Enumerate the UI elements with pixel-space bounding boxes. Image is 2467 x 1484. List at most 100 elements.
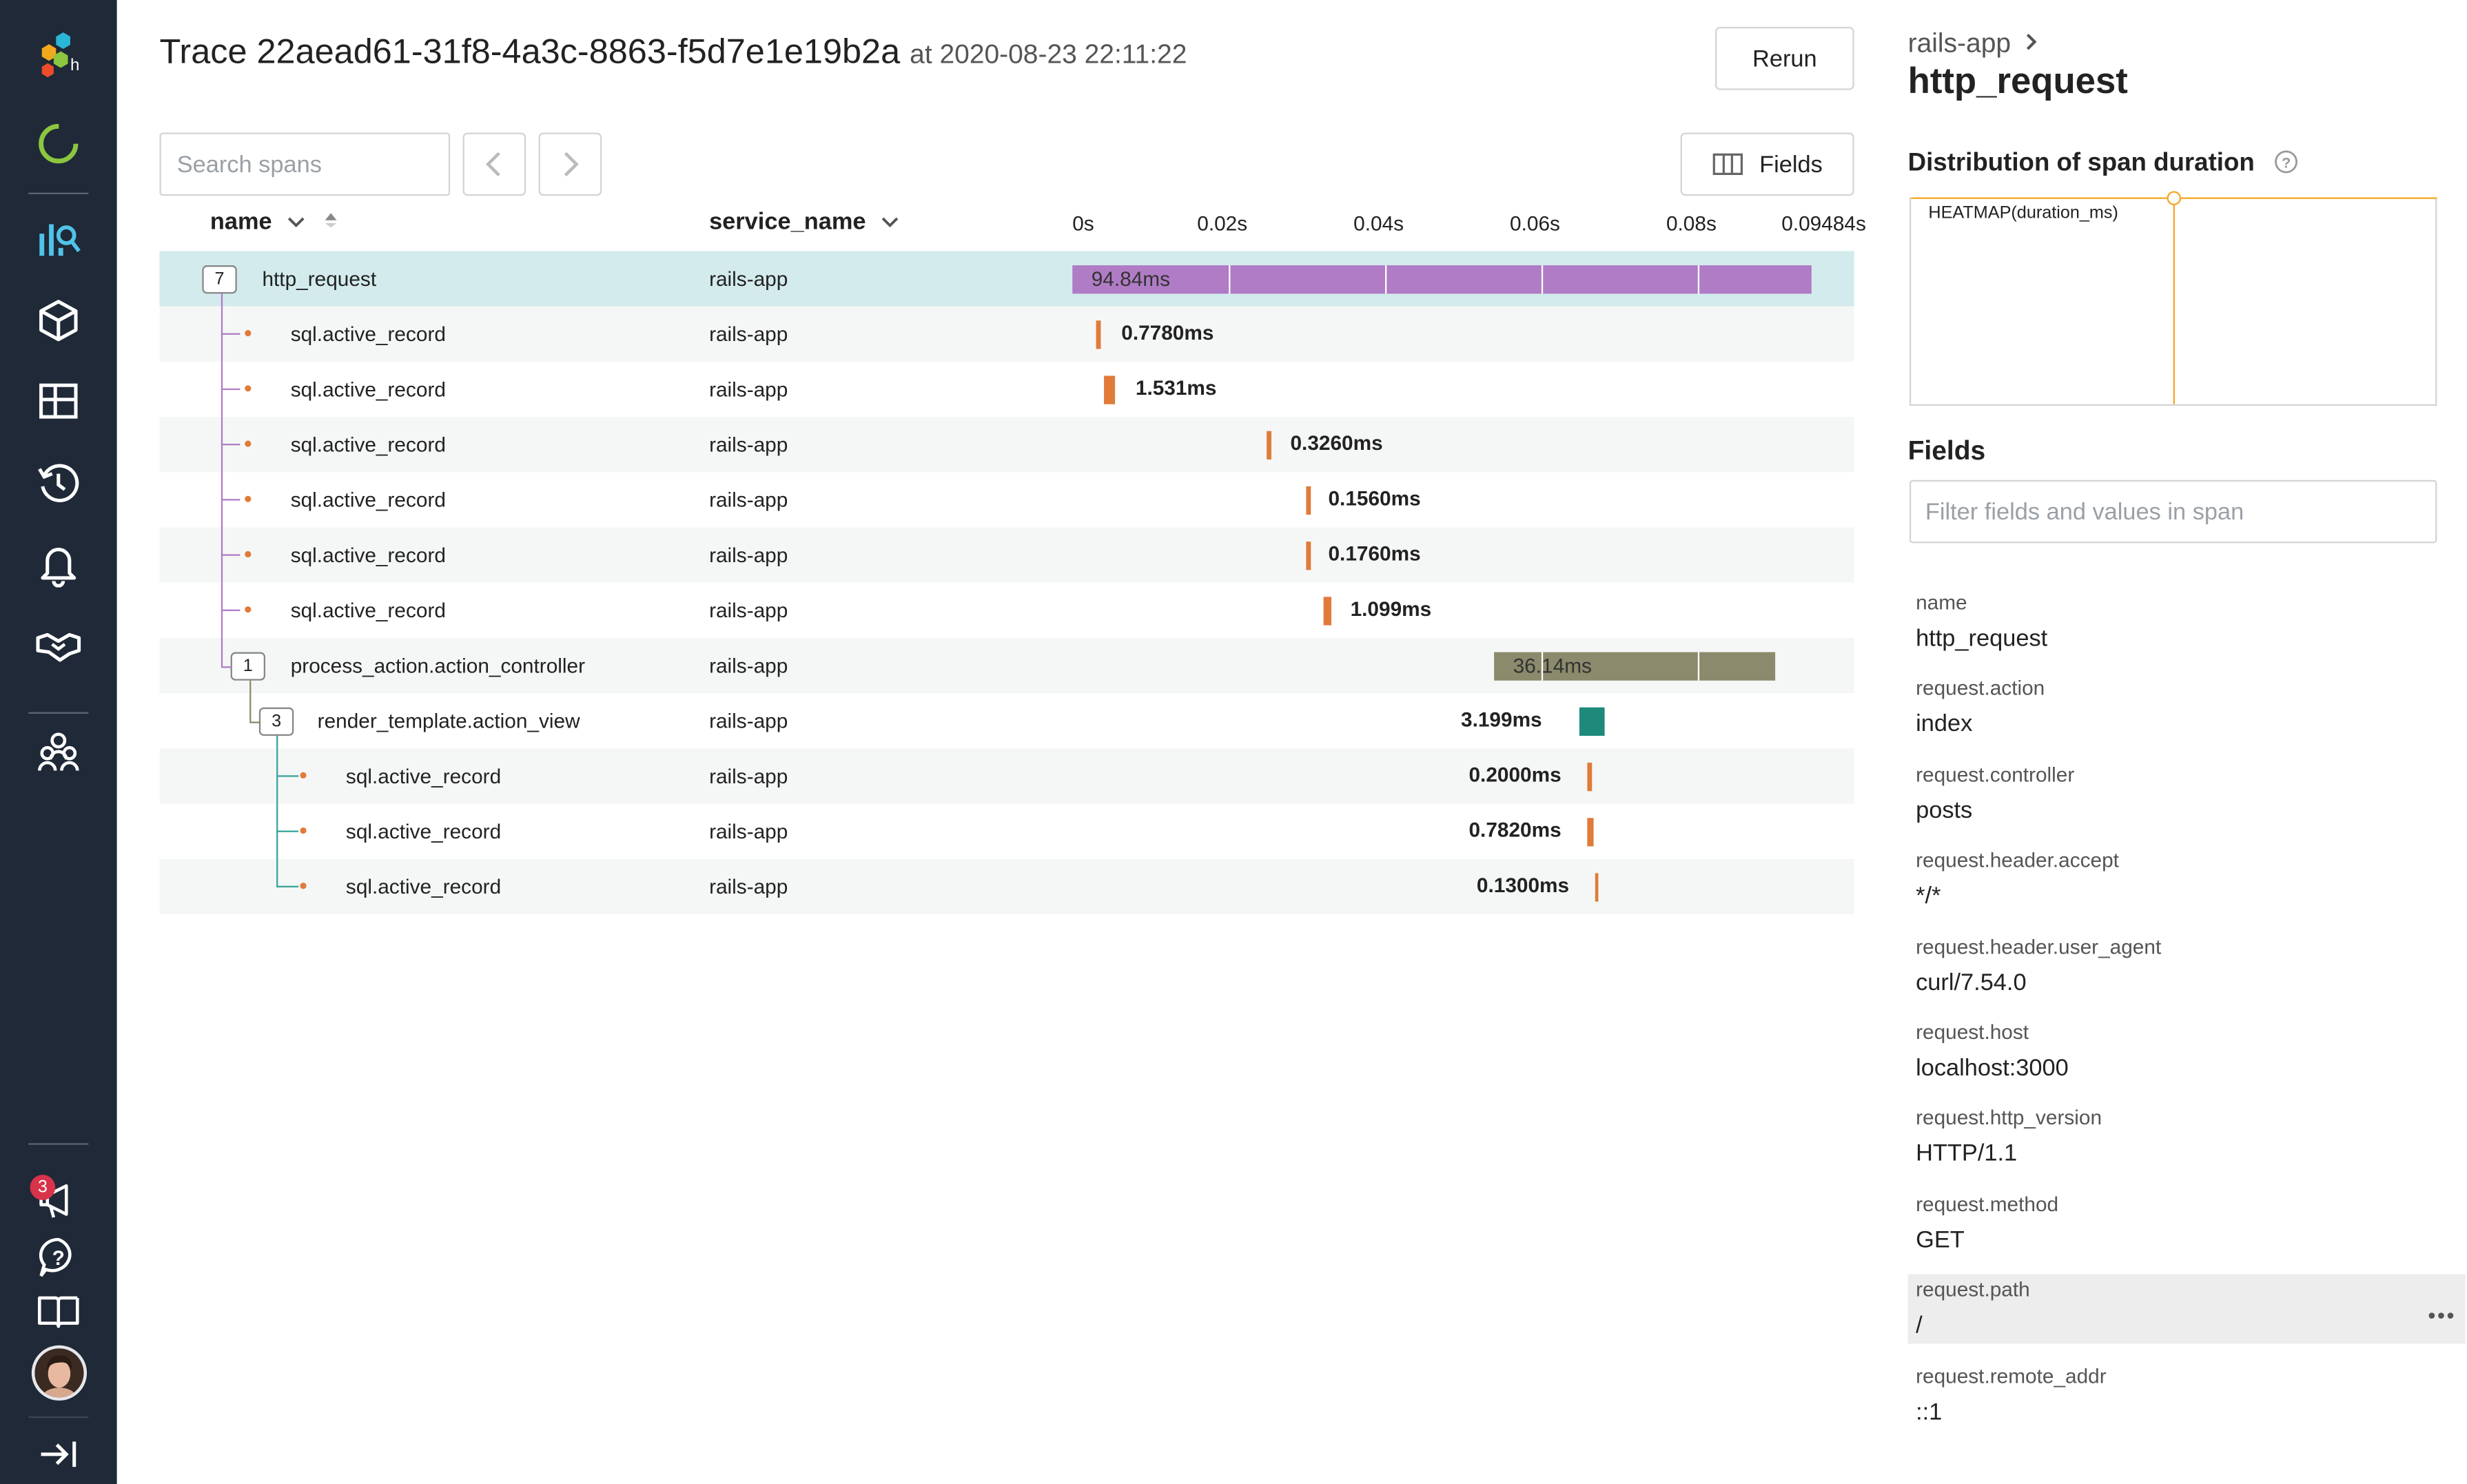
chevron-down-icon[interactable] bbox=[288, 216, 305, 229]
field-key: request.header.user_agent bbox=[1916, 934, 2162, 958]
span-row[interactable]: sql.active_record rails-app 0.3260ms bbox=[159, 417, 1854, 473]
tree-branch-line bbox=[221, 499, 240, 501]
bar-gridline bbox=[1697, 652, 1700, 681]
help-circle-icon[interactable]: ? bbox=[2274, 150, 2297, 174]
span-duration-bar[interactable] bbox=[1306, 542, 1311, 570]
field-item[interactable]: request.action index bbox=[1908, 673, 2466, 743]
integrations-handshake-icon[interactable] bbox=[30, 616, 88, 673]
team-people-icon[interactable] bbox=[30, 723, 88, 781]
columns-icon bbox=[1712, 153, 1743, 175]
span-duration-label: 0.2000ms bbox=[1468, 762, 1562, 787]
span-row[interactable]: sql.active_record rails-app 0.7780ms bbox=[159, 306, 1854, 362]
span-row[interactable]: sql.active_record rails-app 0.2000ms bbox=[159, 748, 1854, 804]
span-duration-bar[interactable] bbox=[1072, 265, 1812, 294]
collapse-arrow-icon[interactable] bbox=[30, 1426, 88, 1483]
bar-gridline bbox=[1384, 265, 1387, 294]
more-options-icon[interactable]: ••• bbox=[2428, 1303, 2456, 1328]
field-item[interactable]: request.host localhost:3000 bbox=[1908, 1017, 2466, 1086]
name-column-header[interactable]: name bbox=[210, 209, 339, 235]
user-avatar[interactable] bbox=[31, 1345, 88, 1401]
span-duration-bar[interactable] bbox=[1096, 320, 1101, 349]
span-duration-bar[interactable] bbox=[1494, 652, 1776, 681]
chevron-left-icon bbox=[485, 152, 500, 177]
boards-grid-icon[interactable] bbox=[30, 373, 88, 430]
filter-fields-input[interactable] bbox=[1909, 480, 2437, 544]
span-duration-bar[interactable] bbox=[1587, 818, 1594, 847]
span-name: process_action.action_controller bbox=[290, 653, 586, 678]
honeycomb-logo-icon[interactable]: h bbox=[30, 25, 88, 83]
field-value: / bbox=[1916, 1312, 1923, 1339]
span-row[interactable]: 1 process_action.action_controller rails-a… bbox=[159, 637, 1854, 694]
service-name-column-header[interactable]: service_name bbox=[709, 209, 899, 235]
field-item[interactable]: request.controller posts bbox=[1908, 759, 2466, 829]
help-question-icon[interactable]: ? bbox=[30, 1228, 88, 1286]
span-name: sql.active_record bbox=[290, 543, 446, 567]
field-item[interactable]: request.method GET bbox=[1908, 1188, 2466, 1258]
field-value: HTTP/1.1 bbox=[1916, 1140, 2018, 1168]
span-row[interactable]: sql.active_record rails-app 1.099ms bbox=[159, 583, 1854, 638]
field-key: name bbox=[1916, 590, 1967, 615]
span-duration-bar[interactable] bbox=[1587, 762, 1593, 792]
field-item[interactable]: request.header.accept */* bbox=[1908, 845, 2466, 915]
field-value: GET bbox=[1916, 1226, 1965, 1254]
fields-toggle-button[interactable]: Fields bbox=[1680, 132, 1854, 196]
child-count-badge[interactable]: 1 bbox=[230, 652, 266, 681]
span-service-name: rails-app bbox=[709, 653, 788, 678]
tree-branch-line bbox=[221, 666, 232, 668]
sidebar-divider bbox=[28, 1416, 89, 1419]
span-row[interactable]: sql.active_record rails-app 0.1760ms bbox=[159, 527, 1854, 583]
history-clock-icon[interactable] bbox=[30, 455, 88, 512]
field-item[interactable]: request.http_version HTTP/1.1 bbox=[1908, 1103, 2466, 1173]
span-name: sql.active_record bbox=[345, 874, 502, 899]
span-duration-bar[interactable] bbox=[1323, 597, 1332, 626]
field-item[interactable]: request.path / ••• bbox=[1907, 1274, 2466, 1344]
search-spans-input[interactable] bbox=[159, 132, 451, 196]
span-duration-bar[interactable] bbox=[1104, 375, 1116, 404]
span-duration-bar[interactable] bbox=[1267, 431, 1271, 460]
heatmap-marker-handle[interactable] bbox=[2167, 191, 2182, 205]
prev-span-button[interactable] bbox=[462, 132, 526, 196]
alerts-bell-icon[interactable] bbox=[30, 535, 88, 592]
fields-heading: Fields bbox=[1907, 435, 1986, 466]
span-service-name: rails-app bbox=[709, 874, 788, 899]
span-service-name: rails-app bbox=[709, 819, 788, 843]
heatmap-label: HEATMAP(duration_ms) bbox=[1928, 203, 2118, 223]
bar-gridline bbox=[1541, 265, 1544, 294]
span-row[interactable]: sql.active_record rails-app 0.7820ms bbox=[159, 804, 1854, 859]
rerun-button[interactable]: Rerun bbox=[1715, 26, 1854, 90]
span-row[interactable]: sql.active_record rails-app 0.1300ms bbox=[159, 858, 1854, 915]
timeline-tick-label: 0.08s bbox=[1666, 212, 1717, 236]
field-key: request.method bbox=[1916, 1191, 2059, 1216]
next-span-button[interactable] bbox=[538, 132, 602, 196]
notification-badge: 3 bbox=[30, 1175, 56, 1200]
span-row[interactable]: 7 http_request rails-app 94.84ms bbox=[159, 251, 1854, 307]
span-row[interactable]: 3 render_template.action_view rails-app 3.1… bbox=[159, 693, 1854, 748]
field-item[interactable]: request.header.user_agent curl/7.54.0 bbox=[1908, 931, 2466, 1000]
chevron-down-icon[interactable] bbox=[882, 216, 899, 229]
span-duration-label: 1.531ms bbox=[1135, 375, 1217, 400]
span-duration-bar[interactable] bbox=[1306, 486, 1311, 515]
span-service-name: rails-app bbox=[709, 543, 788, 567]
breadcrumb-service[interactable]: rails-app bbox=[1907, 28, 2012, 59]
tree-branch-line bbox=[221, 554, 240, 556]
breadcrumb[interactable]: rails-app bbox=[1908, 28, 2039, 60]
span-duration-bar[interactable] bbox=[1595, 873, 1599, 902]
tree-vertical-line bbox=[249, 680, 252, 722]
child-count-badge[interactable]: 3 bbox=[258, 707, 294, 736]
child-count-badge[interactable]: 7 bbox=[202, 265, 237, 294]
field-item[interactable]: name http_request bbox=[1908, 588, 2466, 657]
chevron-right-icon bbox=[2026, 33, 2037, 50]
dataset-cube-icon[interactable] bbox=[30, 292, 88, 349]
span-row[interactable]: sql.active_record rails-app 0.1560ms bbox=[159, 472, 1854, 527]
query-chart-icon[interactable] bbox=[30, 210, 88, 267]
field-key: request.http_version bbox=[1916, 1106, 2102, 1130]
duration-heatmap[interactable]: HEATMAP(duration_ms) bbox=[1909, 191, 2437, 406]
span-service-name: rails-app bbox=[709, 488, 788, 512]
span-duration-bar[interactable] bbox=[1579, 707, 1605, 736]
docs-book-icon[interactable] bbox=[30, 1282, 88, 1339]
span-name: sql.active_record bbox=[290, 322, 446, 346]
sort-icon[interactable] bbox=[321, 212, 338, 229]
span-row[interactable]: sql.active_record rails-app 1.531ms bbox=[159, 362, 1854, 417]
span-duration-label: 1.099ms bbox=[1350, 597, 1432, 621]
field-item[interactable]: request.remote_addr::1 bbox=[1908, 1361, 2466, 1430]
